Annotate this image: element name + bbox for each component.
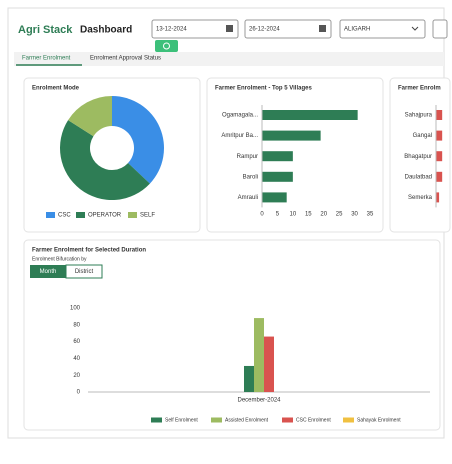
bar [262, 192, 287, 203]
chart-title: Enrolment Mode [32, 86, 80, 92]
y-tick-label: Amrauli [238, 195, 258, 201]
x-tick-label: 15 [305, 212, 312, 218]
calendar-icon [226, 25, 233, 32]
bar [254, 318, 264, 392]
x-tick-label: 25 [336, 212, 343, 218]
y-tick-label: Bhagatpur [404, 154, 432, 160]
end-date[interactable] [244, 19, 332, 39]
bar [244, 365, 254, 392]
x-tick-label: 5 [276, 212, 280, 218]
legend-label: Sahayak Enrolment [357, 417, 401, 423]
pie-slice [112, 96, 165, 184]
card [23, 239, 441, 431]
chart: Farmer Enrolment - Top 5 Villages Ogamaga… [215, 86, 374, 218]
x-tick-label: 0 [260, 212, 264, 218]
y-tick-label: Rampur [237, 154, 258, 160]
more-select[interactable] [432, 19, 448, 39]
bar [262, 110, 358, 120]
legend-swatch [46, 212, 55, 218]
legend-label: CSC Enrolment [296, 417, 331, 423]
legend-label: SELF [140, 213, 155, 219]
district-text: ALIGARH [344, 27, 370, 33]
chevron [411, 26, 419, 31]
x-tick-label: 35 [367, 212, 374, 218]
card [389, 77, 451, 233]
x-tick-label: 30 [351, 212, 358, 218]
bar [436, 130, 443, 141]
x-tick-label: 20 [320, 212, 327, 218]
district-button[interactable] [65, 264, 103, 279]
refresh-icon [163, 42, 170, 50]
district-select[interactable] [339, 19, 426, 39]
district-text: District [75, 269, 94, 275]
legend-swatch [343, 417, 354, 423]
y-tick-label: 0 [77, 390, 81, 396]
bar [436, 171, 443, 182]
bar [436, 151, 443, 162]
refresh-button[interactable] [155, 40, 178, 52]
logo: Agri Stack [18, 24, 73, 36]
chart-title: Farmer Enrolment for Selected Duration [32, 248, 146, 254]
bar [262, 171, 293, 182]
y-tick-label: Baroli [243, 174, 258, 180]
legend-swatch [211, 417, 222, 423]
y-tick-label: 20 [73, 373, 80, 379]
chart-title: Farmer Enrolm [398, 86, 441, 92]
y-tick-label: Ogamagala... [222, 113, 258, 119]
y-tick-label: Amritpur Ba... [221, 133, 258, 139]
legend-swatch [76, 212, 85, 218]
pie-slice [68, 96, 112, 137]
bar [436, 192, 440, 203]
chart: Enrolment Mode CSC OPERATOR SELF [32, 86, 165, 219]
month-button[interactable] [30, 265, 66, 278]
y-tick-label: 60 [73, 339, 80, 345]
legend-label: CSC [58, 213, 71, 219]
y-tick-label: Sahajpura [405, 113, 433, 119]
bar [262, 151, 293, 162]
start-date-text: 13-12-2024 [156, 27, 187, 33]
legend-label: OPERATOR [88, 213, 122, 219]
tab[interactable]: Farmer Enrolment [22, 56, 71, 62]
y-tick-label: 100 [70, 306, 81, 312]
month-text: Month [40, 269, 57, 275]
chart: Farmer Enrolm Sahajpura Gangal Bhagatpur Dau… [398, 86, 443, 208]
calendar-icon [319, 25, 326, 32]
tab-bar [14, 52, 444, 66]
card [206, 77, 384, 233]
y-tick-label: Daulatbad [405, 174, 432, 180]
y-tick-label: 80 [73, 322, 80, 328]
bifurcation-label: Enrolment Bifurcation by [32, 256, 87, 262]
bar [436, 110, 443, 120]
start-date[interactable] [151, 19, 239, 39]
y-tick-label: Gangal [413, 133, 432, 139]
chart-title: Farmer Enrolment - Top 5 Villages [215, 86, 312, 92]
legend-swatch [151, 417, 162, 423]
end-date-text: 26-12-2024 [249, 27, 280, 33]
chart: Farmer Enrolment for Selected Duration 0 2… [32, 248, 430, 423]
y-tick-label: 40 [73, 356, 80, 362]
bar [262, 130, 321, 141]
tab[interactable]: Enrolment Approval Status [90, 56, 161, 62]
legend-swatch [282, 417, 293, 423]
legend-swatch [128, 212, 137, 218]
x-tick-label: 10 [290, 212, 297, 218]
y-tick-label: Semerka [408, 195, 433, 201]
legend-label: Assisted Enrolment [225, 417, 269, 423]
bar [264, 336, 274, 392]
legend-label: Self Enrolment [165, 417, 198, 423]
pie-slice [59, 120, 150, 201]
page-title: Dashboard [80, 25, 132, 36]
card [23, 77, 201, 233]
x-tick-label: December-2024 [237, 398, 281, 404]
